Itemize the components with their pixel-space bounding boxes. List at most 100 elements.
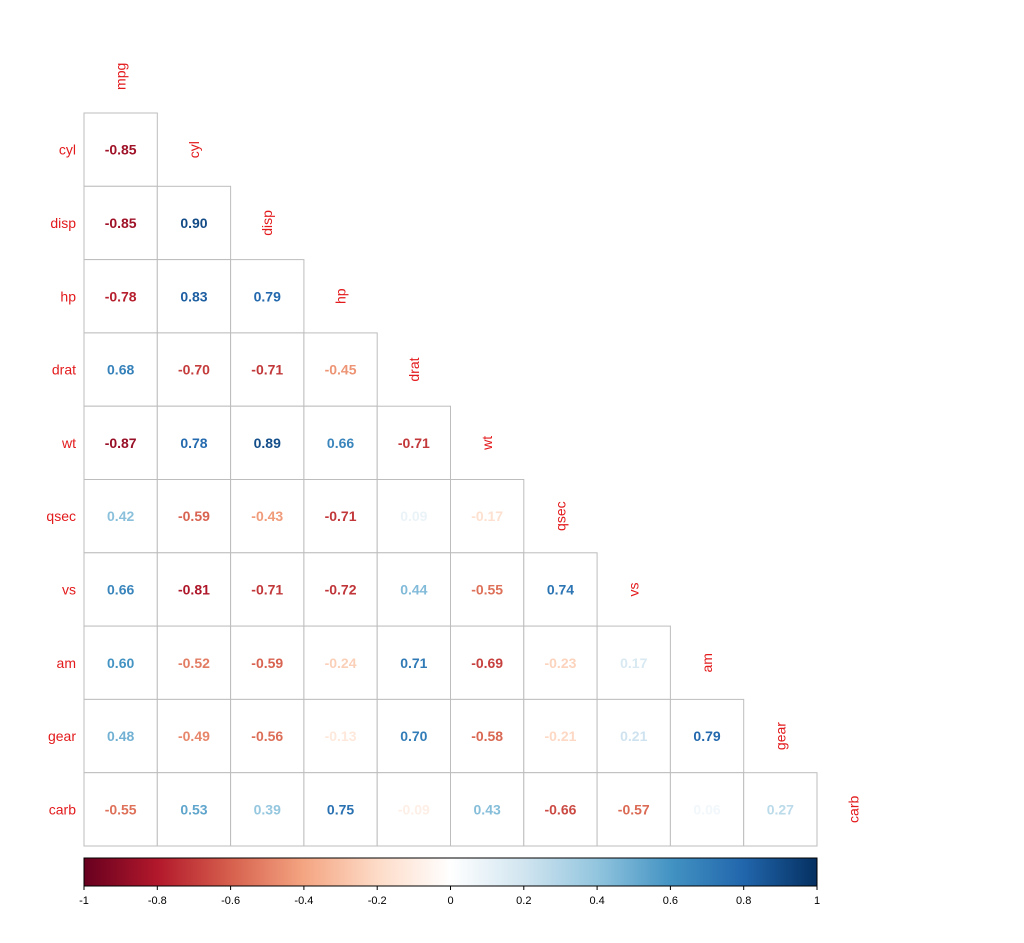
cell-value: -0.45 [325,362,357,378]
cell-value: -0.43 [251,508,283,524]
cell-value: -0.69 [471,655,503,671]
colorbar-tick-label: 0.4 [589,895,604,907]
matrix-cell [230,479,305,554]
cell-value: -0.24 [325,655,357,671]
matrix-cell [523,625,598,700]
matrix-cell [156,185,232,261]
cell-value: 0.89 [254,435,281,451]
colorbar-tick-label: -0.2 [368,895,387,907]
cell-value: -0.57 [618,801,650,817]
matrix-cell [230,772,305,847]
cell-value: -0.52 [178,655,210,671]
cell-value: 0.42 [107,508,134,524]
matrix-cell [303,479,378,554]
cell-value: 0.74 [547,581,574,597]
row-label: vs [62,581,76,597]
row-label: am [57,655,76,671]
cell-value: -0.85 [105,215,137,231]
matrix-cell [230,698,305,774]
matrix-cell [83,185,158,261]
colorbar-tick-label: 0.2 [516,895,531,907]
matrix-cell [156,405,232,481]
cell-value: -0.56 [251,728,283,744]
cell-value: -0.58 [471,728,503,744]
matrix-cell [376,479,452,554]
cell-value: 0.43 [474,801,501,817]
cell-value: -0.85 [105,142,137,158]
matrix-cell [450,772,525,847]
column-label: cyl [186,141,202,158]
matrix-cell [376,405,452,481]
colorbar-tick-label: 0.6 [663,895,678,907]
colorbar-tick-label: 0.8 [736,895,751,907]
cell-value: -0.70 [178,362,210,378]
cell-value: -0.72 [325,581,357,597]
cell-value: -0.66 [544,801,576,817]
cell-value: -0.09 [398,801,430,817]
cell-value: -0.17 [471,508,503,524]
colorbar-tick-label: 1 [814,895,820,907]
matrix-cell [523,552,598,627]
matrix-cell [156,332,232,407]
matrix-cell [303,698,378,774]
cell-value: -0.71 [251,581,283,597]
cell-value: 0.75 [327,801,354,817]
matrix-cell [303,405,378,481]
column-label: drat [406,357,422,381]
cell-value: 0.06 [693,801,720,817]
colorbar-tick-label: 0 [447,895,453,907]
colorbar-tick-label: -0.4 [294,895,313,907]
cell-value: 0.09 [400,508,427,524]
cell-value: 0.90 [180,215,207,231]
cell-value: -0.23 [544,655,576,671]
cell-value: 0.27 [767,801,794,817]
column-label: gear [772,722,788,750]
matrix-cell [156,479,232,554]
cell-value: 0.48 [107,728,134,744]
colorbar-tick-label: -0.6 [221,895,240,907]
matrix-cell [83,698,158,774]
row-label: qsec [46,508,76,524]
cell-value: -0.81 [178,581,210,597]
cell-value: 0.39 [254,801,281,817]
column-label: wt [479,436,495,451]
matrix-cell [156,259,232,334]
matrix-cell [83,112,158,187]
row-label: hp [60,288,76,304]
cell-value: -0.55 [471,581,503,597]
row-label: disp [50,215,76,231]
row-label: cyl [59,142,76,158]
row-label: drat [52,362,76,378]
cell-value: -0.71 [325,508,357,524]
matrix-cell [303,332,378,407]
cell-value: 0.79 [693,728,720,744]
matrix-cell [303,772,378,847]
matrix-cell [230,405,305,481]
column-label: mpg [113,63,129,90]
cell-value: 0.66 [107,581,134,597]
cell-value: 0.79 [254,288,281,304]
cell-value: 0.71 [400,655,427,671]
cell-value: -0.71 [398,435,430,451]
matrix-cell [156,552,232,627]
matrix-cell [523,698,598,774]
cell-value: 0.60 [107,655,134,671]
matrix-cell [596,772,671,847]
matrix-cell [83,259,158,334]
matrix-cell [450,479,525,554]
cell-value: -0.13 [325,728,357,744]
matrix-cell [230,259,305,334]
cell-value: 0.70 [400,728,427,744]
matrix-cell [83,625,158,700]
cell-value: 0.68 [107,362,134,378]
matrix-cell [230,625,305,700]
row-label: gear [48,728,76,744]
matrix-cell [743,772,818,847]
cell-value: 0.83 [180,288,207,304]
matrix-cell [596,625,671,700]
cell-value: 0.17 [620,655,647,671]
cell-value: 0.78 [180,435,207,451]
column-label: am [699,653,715,672]
colorbar [83,857,818,887]
